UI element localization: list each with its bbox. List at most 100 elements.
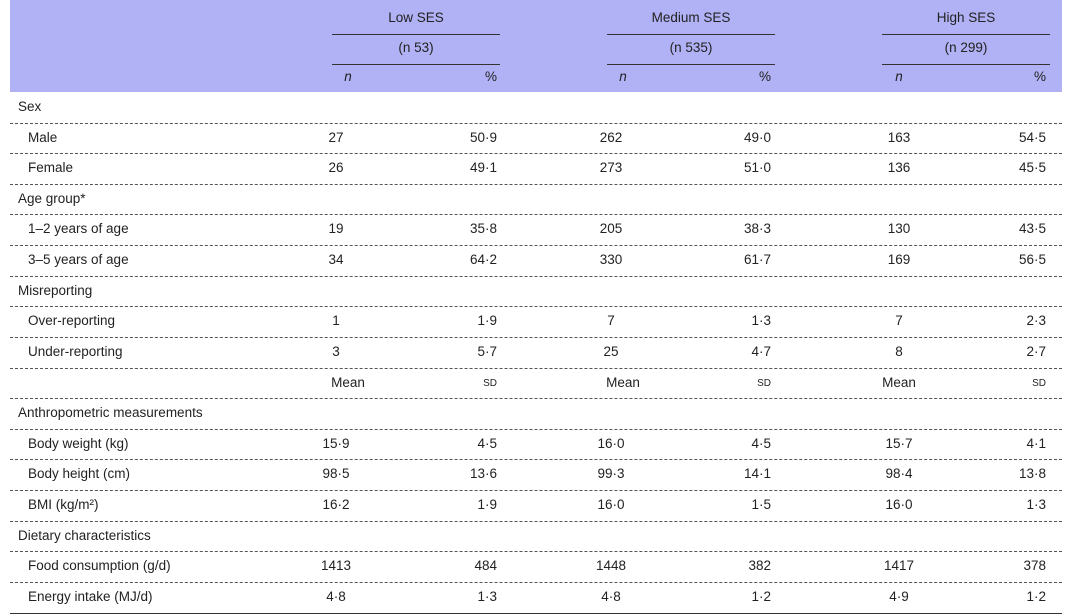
row-label: Female <box>28 160 74 176</box>
cell-value: 45·5 <box>1018 160 1046 176</box>
cell-value: 5·7 <box>477 343 497 359</box>
cell-value: 51·0 <box>743 160 771 176</box>
row-separator <box>10 122 1062 124</box>
cell-value: 64·2 <box>469 252 497 268</box>
row-separator <box>10 245 1062 247</box>
stat-head: SD <box>757 377 771 389</box>
stat-head: SD <box>483 377 497 389</box>
cell-value: 3 <box>332 343 340 359</box>
column-head: % <box>484 69 497 84</box>
group-rule <box>607 64 775 65</box>
cell-value: 38·3 <box>743 221 771 237</box>
cell-value: 61·7 <box>743 252 771 268</box>
row-label: 3–5 years of age <box>28 252 129 268</box>
row-separator <box>10 428 1062 430</box>
cell-value: 35·8 <box>469 221 497 237</box>
cell-value: 1·3 <box>751 313 771 329</box>
group-rule <box>607 34 775 35</box>
column-head: n <box>895 69 903 84</box>
cell-value: 8 <box>895 343 903 359</box>
cell-value: 15·7 <box>885 435 913 451</box>
group-title: High SES <box>936 10 996 25</box>
cell-value: 54·5 <box>1018 129 1046 145</box>
cell-value: 34 <box>328 252 344 268</box>
cell-value: 1·3 <box>1026 497 1046 513</box>
row-separator <box>10 153 1062 155</box>
cell-value: 1·2 <box>751 588 771 604</box>
cell-value: 4·5 <box>751 435 771 451</box>
group-rule <box>882 34 1050 35</box>
cell-value: 205 <box>599 221 623 237</box>
cell-value: 1 <box>332 313 340 329</box>
cell-value: 7 <box>895 313 903 329</box>
cell-value: 13·8 <box>1018 466 1046 482</box>
row-separator <box>10 275 1062 277</box>
group-title: Medium SES <box>651 10 731 25</box>
column-head: % <box>1033 69 1046 84</box>
cell-value: 2·7 <box>1026 343 1046 359</box>
group-rule <box>332 64 500 65</box>
cell-value: 16·0 <box>597 435 625 451</box>
group-sample: (n 535) <box>669 40 713 55</box>
column-head: n <box>619 69 627 84</box>
cell-value: 1413 <box>320 558 352 574</box>
row-separator <box>10 398 1062 400</box>
cell-value: 130 <box>887 221 911 237</box>
row-label: 1–2 years of age <box>28 221 129 237</box>
cell-value: 273 <box>599 160 623 176</box>
section-label: Age group* <box>18 190 86 206</box>
cell-value: 50·9 <box>469 129 497 145</box>
cell-value: 4·1 <box>1026 435 1046 451</box>
cell-value: 136 <box>887 160 911 176</box>
cell-value: 56·5 <box>1018 252 1046 268</box>
section-label: Anthropometric measurements <box>18 405 203 421</box>
cell-value: 1·5 <box>751 497 771 513</box>
row-label: Under-reporting <box>28 343 123 359</box>
row-label: Male <box>28 129 58 145</box>
cell-value: 484 <box>474 558 497 574</box>
cell-value: 4·9 <box>889 588 909 604</box>
cell-value: 4·8 <box>326 588 346 604</box>
cell-value: 1448 <box>595 558 627 574</box>
cell-value: 2·3 <box>1026 313 1046 329</box>
stat-head: Mean <box>882 374 916 390</box>
cell-value: 14·1 <box>743 466 771 482</box>
cell-value: 7 <box>607 313 615 329</box>
row-separator <box>10 306 1062 308</box>
cell-value: 49·0 <box>743 129 771 145</box>
group-sample: (n 53) <box>398 40 434 55</box>
row-label: Body weight (kg) <box>28 435 129 451</box>
row-separator <box>10 520 1062 522</box>
row-label: Energy intake (MJ/d) <box>28 588 153 604</box>
section-label: Misreporting <box>18 282 93 298</box>
cell-value: 1·3 <box>477 588 497 604</box>
row-label: Body height (cm) <box>28 466 131 482</box>
section-label: Sex <box>18 99 42 114</box>
cell-value: 378 <box>1023 558 1046 574</box>
table-bottom-rule <box>10 612 1062 614</box>
cell-value: 1·9 <box>477 313 497 329</box>
cell-value: 163 <box>887 129 911 145</box>
header-band <box>10 0 1062 92</box>
cell-value: 4·8 <box>601 588 621 604</box>
group-rule <box>882 64 1050 65</box>
cell-value: 16·0 <box>597 497 625 513</box>
cell-value: 25 <box>603 343 619 359</box>
cell-value: 49·1 <box>469 160 497 176</box>
row-separator <box>10 459 1062 461</box>
row-separator <box>10 490 1062 492</box>
section-label: Dietary characteristics <box>18 527 151 543</box>
group-sample: (n 299) <box>944 40 988 55</box>
cell-value: 99·3 <box>597 466 625 482</box>
cell-value: 330 <box>599 252 623 268</box>
stat-head: Mean <box>606 374 640 390</box>
cell-value: 98·5 <box>322 466 350 482</box>
row-label: Food consumption (g/d) <box>28 558 171 574</box>
cell-value: 15·9 <box>322 435 350 451</box>
cell-value: 98·4 <box>885 466 913 482</box>
cell-value: 13·6 <box>469 466 497 482</box>
row-separator <box>10 183 1062 185</box>
cell-value: 262 <box>599 129 623 145</box>
column-head: % <box>758 69 771 84</box>
cell-value: 43·5 <box>1018 221 1046 237</box>
